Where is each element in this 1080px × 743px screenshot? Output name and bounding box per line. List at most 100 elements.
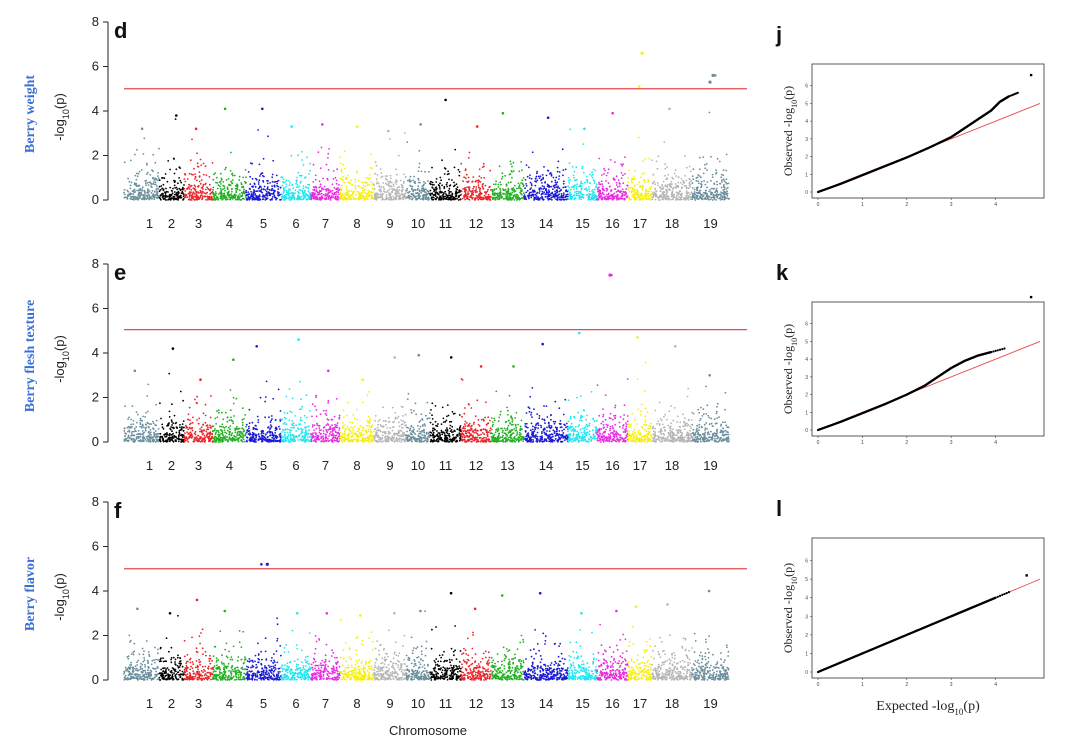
snp-point [527,196,530,199]
snp-point [453,184,456,187]
snp-point [211,162,214,164]
snp-point [704,163,706,166]
snp-point [463,176,465,179]
snp-point [546,183,549,186]
snp-point [524,197,527,200]
snp-point [474,189,476,192]
snp-point [524,187,526,190]
snp-point [288,431,291,434]
snp-point [288,194,290,197]
snp-point [311,425,314,428]
snp-point [300,438,303,441]
snp-point [123,427,126,430]
snp-point [354,184,357,187]
snp-point [368,178,370,181]
snp-point [297,439,299,441]
snp-point [174,118,177,120]
snp-point [257,419,260,421]
snp-point [283,431,286,434]
snp-point [219,185,221,188]
snp-point [291,420,294,422]
snp-point [675,195,678,197]
snp-point [606,193,608,196]
snp-point [339,191,342,194]
snp-point [521,179,523,182]
snp-point [440,197,443,199]
snp-point [290,198,293,201]
snp-point [276,197,278,200]
snp-point [194,433,197,436]
snp-point [129,184,132,187]
snp-point [312,181,315,183]
snp-point [318,427,321,429]
snp-point [674,169,677,172]
chromosome-13-points [491,111,525,201]
snp-point [269,434,272,437]
snp-point [492,192,494,195]
snp-point [147,425,150,428]
snp-point [464,177,467,180]
y-tick-label: 4 [92,345,99,360]
snp-point [343,196,346,199]
snp-point [296,184,299,186]
snp-point [176,188,179,191]
chromosome-label: 15 [575,216,589,231]
snp-point [543,191,546,194]
snp-point [186,178,189,180]
snp-point [179,424,181,426]
snp-point [499,192,501,195]
snp-point [483,176,486,179]
snp-point [213,429,216,432]
snp-point [381,192,384,195]
snp-point [477,181,480,184]
snp-point [501,196,504,199]
snp-point [147,188,149,191]
snp-point [550,180,553,183]
snp-point [171,192,174,195]
snp-point [243,192,246,195]
snp-point [208,440,211,443]
snp-point [249,432,251,435]
snp-point [602,185,604,188]
snp-point [501,172,504,175]
snp-point [511,176,513,179]
snp-point [530,178,533,180]
snp-point [188,187,191,190]
snp-point [264,196,267,199]
snp-point [392,195,395,198]
snp-point [171,403,173,406]
snp-point [592,168,595,171]
snp-point [208,183,211,186]
snp-point [534,184,537,187]
snp-point [450,199,453,201]
snp-point [307,187,310,190]
snp-point [405,192,407,195]
snp-point [716,189,718,192]
snp-point [229,198,232,201]
snp-point [716,195,719,198]
snp-point [513,190,515,193]
snp-point [584,188,586,191]
snp-point [466,196,469,199]
snp-point [285,189,288,192]
snp-point [135,182,138,185]
snp-point [423,181,425,183]
snp-point [346,194,348,197]
snp-point [174,435,177,438]
snp-point [318,180,321,183]
snp-point [352,191,354,194]
snp-point [474,180,477,183]
snp-point [327,192,330,194]
snp-point [223,187,226,190]
snp-point [368,194,370,196]
snp-point [226,416,229,419]
snp-point [408,180,411,182]
snp-peak-point [444,98,447,102]
snp-point [475,197,478,200]
snp-point [240,199,243,201]
snp-point [193,193,196,195]
snp-point [714,172,717,175]
snp-point [234,429,237,432]
snp-point [647,179,650,182]
snp-point [382,186,385,189]
